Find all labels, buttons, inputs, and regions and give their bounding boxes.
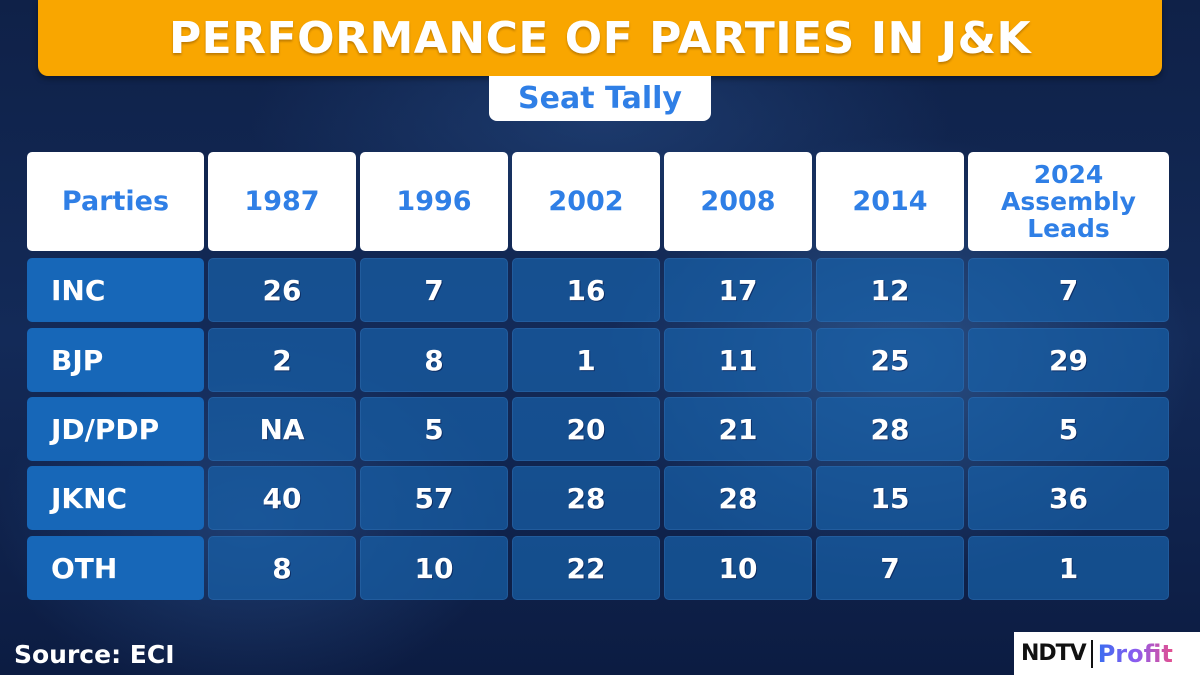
value-cell: 5 xyxy=(360,397,508,461)
party-cell-jknc: JKNC xyxy=(27,466,204,530)
column-header-line: 2024 xyxy=(1033,160,1104,189)
column-header-label: 1987 xyxy=(244,186,320,217)
value-cell: 26 xyxy=(208,258,356,322)
value-cell: 5 xyxy=(968,397,1169,461)
value-cell: 16 xyxy=(512,258,660,322)
column-header-label: 2008 xyxy=(700,186,776,217)
value-cell: NA xyxy=(208,397,356,461)
value-cell: 40 xyxy=(208,466,356,530)
page-title: PERFORMANCE OF PARTIES IN J&K xyxy=(168,12,1032,64)
logo-ndtv-text: NDTV xyxy=(1021,641,1087,666)
value-cell: 8 xyxy=(208,536,356,600)
value-cell: 7 xyxy=(360,258,508,322)
party-cell-inc: INC xyxy=(27,258,204,322)
column-header-parties: Parties xyxy=(27,152,204,251)
value-cell: 1 xyxy=(512,328,660,392)
value-cell: 57 xyxy=(360,466,508,530)
value-cell: 10 xyxy=(360,536,508,600)
value-cell: 2 xyxy=(208,328,356,392)
column-header-label: Parties xyxy=(61,186,170,217)
logo-divider xyxy=(1090,639,1093,668)
value-cell: 7 xyxy=(816,536,964,600)
column-header-label: 2014 xyxy=(852,186,928,217)
value-cell: 11 xyxy=(664,328,812,392)
source-label: Source: ECI xyxy=(14,640,175,669)
party-cell-bjp: BJP xyxy=(27,328,204,392)
column-header-1996: 1996 xyxy=(360,152,508,251)
column-header-2008: 2008 xyxy=(664,152,812,251)
value-cell: 28 xyxy=(816,397,964,461)
value-cell: 17 xyxy=(664,258,812,322)
column-header-2002: 2002 xyxy=(512,152,660,251)
value-cell: 28 xyxy=(664,466,812,530)
value-cell: 29 xyxy=(968,328,1169,392)
column-header-2014: 2014 xyxy=(816,152,964,251)
value-cell: 12 xyxy=(816,258,964,322)
logo-profit-text: Profit xyxy=(1097,639,1173,668)
column-header-label: 1996 xyxy=(396,186,472,217)
value-cell: 36 xyxy=(968,466,1169,530)
subtitle-pill: Seat Tally xyxy=(489,76,711,121)
ndtv-profit-logo: NDTV Profit xyxy=(1014,632,1200,675)
subtitle: Seat Tally xyxy=(518,81,682,116)
title-banner: PERFORMANCE OF PARTIES IN J&K xyxy=(38,0,1162,76)
column-header-line: Leads xyxy=(1027,214,1110,243)
party-cell-jd-pdp: JD/PDP xyxy=(27,397,204,461)
value-cell: 25 xyxy=(816,328,964,392)
value-cell: 22 xyxy=(512,536,660,600)
column-header-1987: 1987 xyxy=(208,152,356,251)
column-header-label: 2002 xyxy=(548,186,624,217)
column-header-2024-assembly-leads: 2024 Assembly Leads xyxy=(968,152,1169,251)
value-cell: 20 xyxy=(512,397,660,461)
value-cell: 1 xyxy=(968,536,1169,600)
column-header-line: Assembly xyxy=(1001,187,1136,216)
value-cell: 7 xyxy=(968,258,1169,322)
value-cell: 28 xyxy=(512,466,660,530)
party-cell-oth: OTH xyxy=(27,536,204,600)
value-cell: 15 xyxy=(816,466,964,530)
value-cell: 10 xyxy=(664,536,812,600)
value-cell: 21 xyxy=(664,397,812,461)
value-cell: 8 xyxy=(360,328,508,392)
